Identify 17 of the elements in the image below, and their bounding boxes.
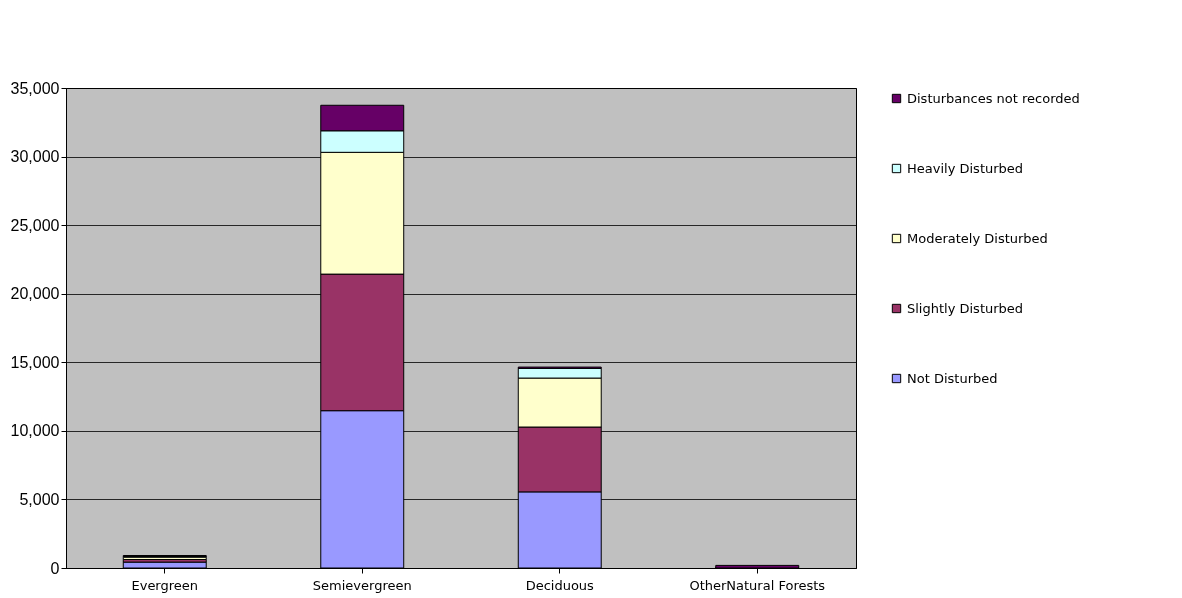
legend-label: Slightly Disturbed	[907, 300, 1024, 316]
y-tick-label: 25,000	[10, 216, 60, 234]
legend-label: Not Disturbed	[907, 370, 998, 386]
x-tick-label: Deciduous	[525, 577, 595, 593]
legend-label: Disturbances not recorded	[907, 90, 1080, 106]
x-tick-label: Semievergreen	[312, 577, 412, 593]
x-tick-label: OtherNatural Forests	[689, 577, 826, 593]
legend-label: Moderately Disturbed	[907, 230, 1048, 246]
y-tick-label: 0	[50, 559, 60, 577]
x-tick-label: Evergreen	[131, 577, 199, 593]
y-tick-label: 5,000	[19, 490, 60, 508]
y-tick-label: 30,000	[10, 148, 60, 166]
legend-label: Heavily Disturbed	[907, 160, 1024, 176]
y-tick-label: 20,000	[10, 285, 60, 303]
y-tick-label: 35,000	[10, 79, 60, 97]
y-tick-label: 15,000	[10, 353, 60, 371]
y-tick-label: 10,000	[10, 422, 60, 440]
